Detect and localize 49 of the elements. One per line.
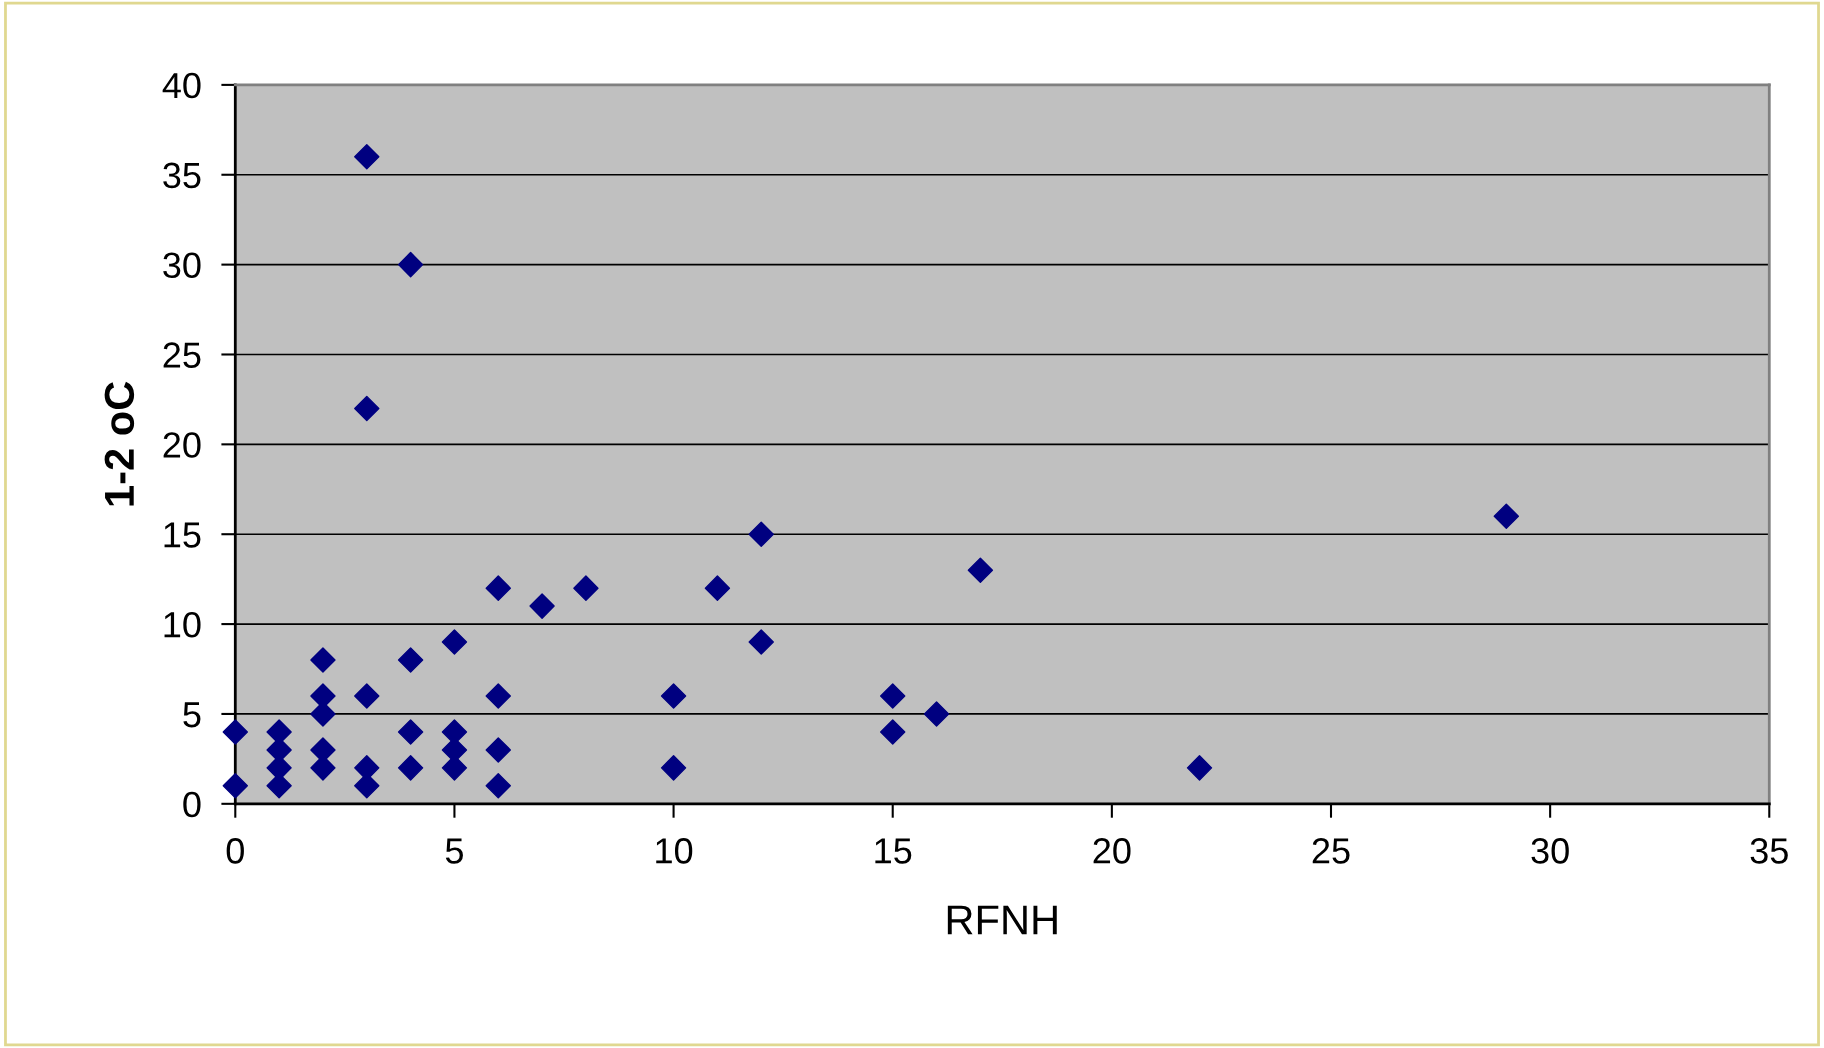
point bbox=[397, 719, 424, 745]
x-axis-title: RFNH bbox=[947, 905, 1057, 935]
point bbox=[529, 593, 555, 619]
point bbox=[222, 719, 249, 745]
point bbox=[485, 575, 511, 601]
point bbox=[748, 629, 774, 655]
point bbox=[222, 773, 249, 799]
point bbox=[748, 521, 774, 547]
y-tick-label: 35 bbox=[163, 162, 201, 189]
y-tick-label: 5 bbox=[183, 702, 201, 728]
point bbox=[923, 701, 950, 727]
y-tick-label: 25 bbox=[163, 342, 201, 368]
x-tick-label: 30 bbox=[1531, 838, 1569, 864]
point bbox=[397, 647, 424, 673]
point bbox=[485, 737, 511, 763]
point bbox=[397, 755, 424, 781]
point bbox=[354, 395, 380, 422]
x-tick-label: 25 bbox=[1312, 838, 1350, 864]
y-tick-label: 10 bbox=[164, 611, 201, 638]
point bbox=[660, 683, 687, 709]
point bbox=[573, 575, 599, 601]
y-tick-label: 30 bbox=[163, 252, 201, 279]
point bbox=[310, 647, 336, 673]
y-axis-title: 1-2 oC bbox=[104, 381, 135, 506]
point bbox=[660, 755, 687, 781]
point bbox=[441, 629, 468, 655]
point bbox=[879, 683, 906, 709]
y-tick-label: 40 bbox=[162, 72, 201, 99]
point bbox=[354, 144, 380, 170]
point bbox=[397, 251, 424, 278]
point bbox=[704, 575, 731, 601]
y-tick-label: 20 bbox=[163, 432, 201, 458]
point bbox=[485, 683, 511, 709]
y-tick-label: 0 bbox=[183, 791, 201, 818]
point bbox=[354, 773, 380, 799]
point bbox=[1493, 503, 1520, 529]
point bbox=[879, 719, 906, 745]
x-tick-label: 15 bbox=[875, 838, 912, 864]
x-tick-label: 20 bbox=[1093, 838, 1131, 864]
point bbox=[485, 773, 511, 799]
x-tick-label: 35 bbox=[1750, 838, 1788, 864]
point bbox=[354, 683, 380, 709]
point bbox=[1186, 755, 1213, 781]
x-tick-label: 0 bbox=[226, 838, 244, 864]
x-tick-label: 5 bbox=[445, 838, 463, 864]
y-tick-label: 15 bbox=[164, 522, 201, 548]
point bbox=[441, 755, 468, 781]
point bbox=[967, 557, 994, 583]
x-tick-label: 10 bbox=[656, 838, 693, 864]
